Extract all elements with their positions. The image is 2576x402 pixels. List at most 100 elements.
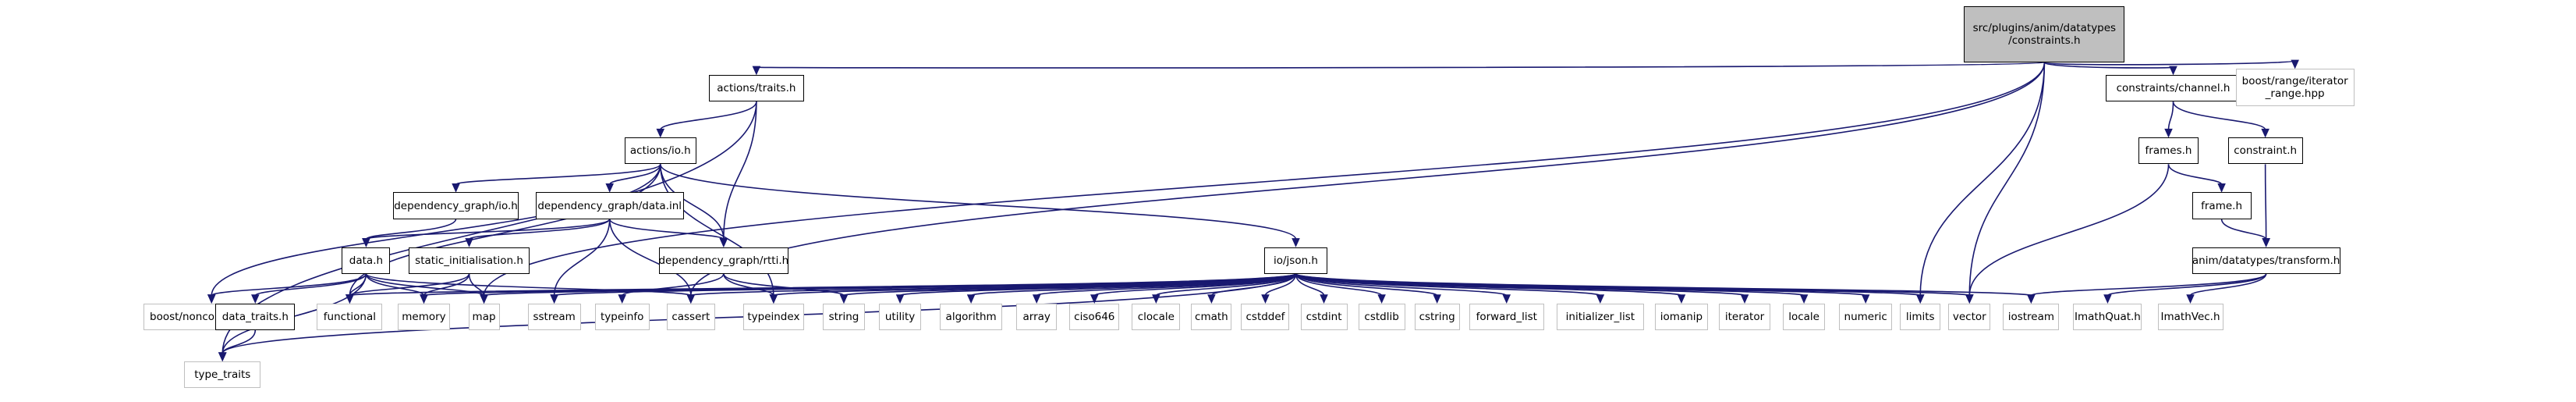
node-actions-traits[interactable]: actions/traits.h (708, 75, 804, 102)
edge-static-init-to-memory (423, 273, 470, 297)
node-iomanip[interactable]: iomanip (1654, 303, 1708, 330)
arrowhead-io-json-to-cstdint (1320, 294, 1328, 304)
node-map[interactable]: map (468, 303, 500, 330)
arrowhead-io-json-to-cstddef (1261, 294, 1270, 304)
edge-io-json-to-array (1036, 272, 1297, 297)
arrowhead-transform-to-imathquat (2103, 294, 2112, 304)
node-boost-range[interactable]: boost/range/iterator _range.hpp (2235, 69, 2355, 107)
node-dg-rtti[interactable]: dependency_graph/rtti.h (658, 247, 788, 274)
arrowhead-dg-data-inl-to-static-init (465, 238, 473, 247)
node-cmath[interactable]: cmath (1191, 303, 1232, 330)
arrowhead-actions-io-to-io-json (1292, 238, 1300, 247)
edge-dg-data-inl-to-static-init (468, 219, 611, 240)
edge-data-h-to-cassert (365, 272, 692, 297)
node-cstddef[interactable]: cstddef (1241, 303, 1290, 330)
node-cstdint[interactable]: cstdint (1300, 303, 1348, 330)
edge-dg-rtti-to-typeindex (723, 273, 774, 297)
node-frame[interactable]: frame.h (2192, 192, 2252, 219)
node-imathvec[interactable]: ImathVec.h (2157, 303, 2223, 330)
arrowhead-dg-data-inl-to-data-h (362, 238, 370, 247)
arrowhead-io-json-to-sstream (550, 294, 558, 304)
arrowhead-io-json-to-utility (895, 294, 905, 304)
node-locale[interactable]: locale (1783, 303, 1826, 330)
arrowhead-io-json-to-string (839, 294, 849, 304)
arrowhead-io-json-to-cstring (1433, 294, 1441, 304)
node-memory[interactable]: memory (398, 303, 450, 330)
edge-io-json-to-ciso646 (1093, 272, 1297, 297)
node-data-h[interactable]: data.h (342, 247, 391, 274)
edge-root-to-limits (1919, 62, 2046, 296)
node-ciso646[interactable]: ciso646 (1069, 303, 1120, 330)
edge-data-h-to-data-traits (254, 273, 367, 297)
node-transform[interactable]: anim/datatypes/transform.h (2192, 247, 2340, 274)
node-initializer-list[interactable]: initializer_list (1556, 303, 1644, 330)
arrowhead-dg-rtti-to-typeinfo (618, 294, 626, 304)
edge-constraints-channel-to-frames (2167, 101, 2174, 130)
node-type-traits[interactable]: type_traits (184, 361, 261, 388)
edge-actions-traits-to-dg-rtti (723, 101, 757, 240)
arrowhead-io-json-to-limits (1915, 294, 1925, 304)
edge-io-json-to-forward-list (1295, 272, 1508, 297)
edge-actions-traits-to-actions-io (659, 101, 757, 130)
arrowhead-io-json-to-cstdlib (1377, 294, 1386, 304)
arrowhead-data-h-to-data-traits (251, 294, 260, 304)
arrowhead-io-json-to-numeric (1861, 294, 1870, 304)
edge-actions-io-to-io-json (659, 164, 1297, 240)
edge-actions-io-to-dg-io (455, 163, 661, 186)
arrowhead-io-json-to-iomanip (1677, 294, 1686, 304)
edge-dg-data-inl-to-sstream (553, 219, 611, 296)
node-root[interactable]: src/plugins/anim/datatypes /constraints.… (1964, 6, 2125, 63)
edge-frame-to-transform (2220, 219, 2267, 240)
arrowhead-frames-to-frame (2217, 183, 2226, 193)
node-typeinfo[interactable]: typeinfo (594, 303, 650, 330)
arrowhead-io-json-to-forward-list (1502, 294, 1511, 304)
edge-transform-to-imathquat (2107, 273, 2267, 297)
arrowhead-io-json-to-typeindex (769, 294, 778, 304)
node-static-init[interactable]: static_initialisation.h (409, 247, 530, 274)
node-clocale[interactable]: clocale (1132, 303, 1181, 330)
arrowhead-io-json-to-array (1032, 294, 1041, 304)
node-cassert[interactable]: cassert (666, 303, 715, 330)
arrowhead-io-json-to-clocale (1152, 294, 1160, 304)
node-limits[interactable]: limits (1900, 303, 1941, 330)
node-utility[interactable]: utility (879, 303, 922, 330)
node-iterator[interactable]: iterator (1719, 303, 1771, 330)
node-constraint[interactable]: constraint.h (2227, 137, 2303, 165)
arrowhead-io-json-to-type-traits (218, 352, 227, 362)
edge-data-h-to-memory (365, 273, 425, 297)
node-data-traits[interactable]: data_traits.h (215, 303, 296, 330)
node-actions-io[interactable]: actions/io.h (624, 137, 696, 165)
node-dg-data-inl[interactable]: dependency_graph/data.inl (535, 192, 684, 219)
node-vector[interactable]: vector (1948, 303, 1991, 330)
arrowhead-constraints-channel-to-constraint (2261, 128, 2270, 138)
edge-dg-data-inl-to-dg-rtti (608, 219, 725, 240)
node-functional[interactable]: functional (317, 303, 383, 330)
edge-actions-io-to-functional (349, 164, 661, 296)
arrowhead-transform-to-imathvec (2186, 294, 2195, 304)
edge-actions-io-to-dg-data-inl (608, 164, 661, 186)
arrowhead-actions-io-to-dg-data-inl (605, 183, 614, 193)
node-string[interactable]: string (822, 303, 865, 330)
edge-root-to-vector (1968, 62, 2046, 296)
node-numeric[interactable]: numeric (1839, 303, 1893, 330)
node-array[interactable]: array (1016, 303, 1058, 330)
arrowhead-data-h-to-boost-noncopyable (207, 294, 216, 304)
node-constraints-channel[interactable]: constraints/channel.h (2106, 75, 2241, 102)
node-algorithm[interactable]: algorithm (940, 303, 1003, 330)
edge-root-to-actions-traits (756, 62, 2046, 69)
node-io-json[interactable]: io/json.h (1264, 247, 1327, 274)
node-iostream[interactable]: iostream (2003, 303, 2060, 330)
edge-actions-io-to-typeindex (659, 164, 774, 296)
edge-root-to-boost-range (2043, 60, 2296, 66)
node-sstream[interactable]: sstream (527, 303, 581, 330)
node-typeindex[interactable]: typeindex (742, 303, 804, 330)
arrowhead-io-json-to-map (480, 294, 488, 304)
edge-actions-io-to-boost-noncopyable (211, 164, 661, 296)
node-frames[interactable]: frames.h (2138, 137, 2199, 165)
arrowhead-root-to-boost-range (2291, 59, 2299, 69)
node-imathquat[interactable]: ImathQuat.h (2073, 303, 2142, 330)
node-cstring[interactable]: cstring (1414, 303, 1460, 330)
node-cstdlib[interactable]: cstdlib (1358, 303, 1405, 330)
node-forward-list[interactable]: forward_list (1469, 303, 1544, 330)
node-dg-io[interactable]: dependency_graph/io.h (393, 192, 519, 219)
